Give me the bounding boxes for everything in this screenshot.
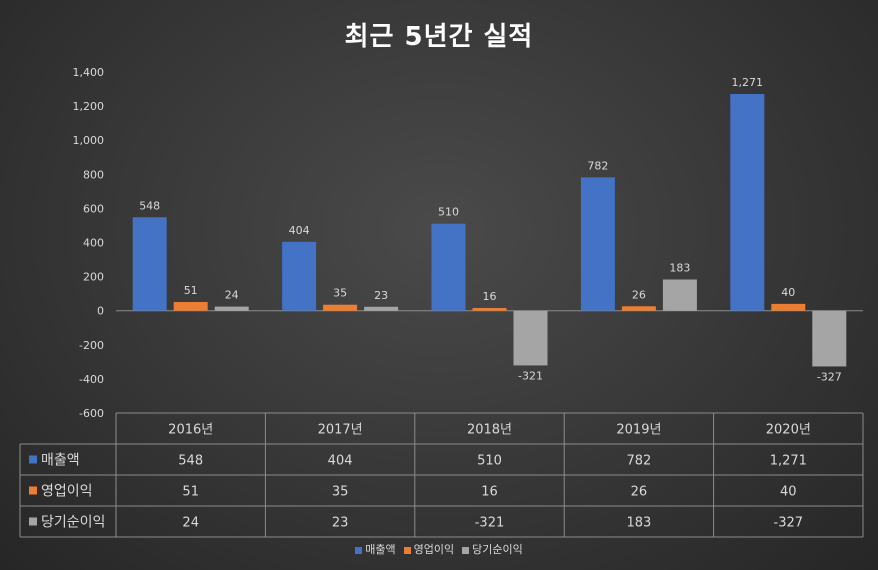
table-cell: 26 xyxy=(631,485,648,500)
bar-당기순이익-2018년 xyxy=(513,310,548,366)
y-tick-label: 1,200 xyxy=(73,100,105,113)
bar-당기순이익-2017년 xyxy=(364,306,399,311)
bar-영업이익-2016년 xyxy=(173,302,208,311)
data-label: 404 xyxy=(289,224,310,237)
bar-영업이익-2019년 xyxy=(621,306,656,311)
table-series-name: 당기순이익 xyxy=(41,515,105,531)
table-cell: 404 xyxy=(328,454,353,469)
legend-swatch xyxy=(355,546,363,554)
data-label: 35 xyxy=(333,287,347,300)
bar-당기순이익-2019년 xyxy=(662,279,697,311)
table-header-cell: 2018년 xyxy=(467,423,512,438)
bar-매출액-2016년 xyxy=(132,217,167,311)
table-cell: -327 xyxy=(774,516,804,531)
table-header-cell: 2016년 xyxy=(168,423,213,438)
y-tick-label: 800 xyxy=(83,168,104,181)
chart-legend: 매출액 영업이익 당기순이익 xyxy=(0,541,878,557)
table-cell: 548 xyxy=(178,454,203,469)
bar-매출액-2020년 xyxy=(730,93,765,311)
data-label: 16 xyxy=(483,290,497,303)
table-cell: 24 xyxy=(182,516,199,531)
table-cell: 40 xyxy=(780,485,797,500)
table-cell: 35 xyxy=(332,485,349,500)
legend-label: 영업이익 xyxy=(413,543,455,556)
y-tick-label: -400 xyxy=(79,373,104,386)
legend-label: 매출액 xyxy=(365,543,396,556)
y-tick-label: 1,000 xyxy=(73,134,105,147)
y-tick-label: 0 xyxy=(97,305,104,318)
data-label: 40 xyxy=(781,286,795,299)
bar-영업이익-2018년 xyxy=(472,307,507,311)
table-legend-key xyxy=(29,455,37,464)
table-cell: 16 xyxy=(481,485,498,500)
data-label: 183 xyxy=(669,261,690,274)
table-legend-key xyxy=(29,517,37,526)
data-label: -321 xyxy=(518,369,543,382)
data-label: 510 xyxy=(438,206,459,219)
table-cell: 183 xyxy=(626,516,651,531)
y-tick-label: 600 xyxy=(83,202,104,215)
table-series-name: 매출액 xyxy=(41,453,80,469)
data-label: 26 xyxy=(632,288,646,301)
data-label: 23 xyxy=(374,289,388,302)
legend-swatch xyxy=(462,546,470,554)
legend-swatch xyxy=(403,546,411,554)
table-cell: 510 xyxy=(477,454,502,469)
table-header-cell: 2020년 xyxy=(766,423,811,438)
table-cell: 51 xyxy=(182,485,199,500)
bar-매출액-2019년 xyxy=(580,177,615,311)
legend-item: 당기순이익 xyxy=(462,541,523,557)
table-legend-key xyxy=(29,486,37,495)
bar-매출액-2017년 xyxy=(282,241,317,311)
table-cell: 1,271 xyxy=(770,454,807,469)
table-cell: 782 xyxy=(626,454,651,469)
data-label: 782 xyxy=(587,159,608,172)
legend-item: 매출액 xyxy=(355,541,396,557)
bar-당기순이익-2020년 xyxy=(812,310,847,367)
legend-label: 당기순이익 xyxy=(472,543,523,556)
chart-title: 최근 5년간 실적 xyxy=(344,22,534,52)
data-label: 548 xyxy=(139,199,160,212)
y-tick-label: 1,400 xyxy=(73,66,105,79)
table-series-name: 영업이익 xyxy=(41,484,93,500)
legend-item: 영업이익 xyxy=(403,541,455,557)
bar-당기순이익-2016년 xyxy=(214,306,249,311)
data-label: -327 xyxy=(817,370,842,383)
bar-매출액-2018년 xyxy=(431,223,466,311)
y-tick-label: 400 xyxy=(83,237,104,250)
table-cell: -321 xyxy=(475,516,505,531)
bar-영업이익-2017년 xyxy=(323,304,358,311)
y-tick-label: -200 xyxy=(79,339,104,352)
data-label: 24 xyxy=(225,289,239,302)
y-tick-label: 200 xyxy=(83,271,104,284)
bar-영업이익-2020년 xyxy=(771,303,806,311)
table-cell: 23 xyxy=(332,516,349,531)
table-header-cell: 2019년 xyxy=(616,423,661,438)
data-label: 1,271 xyxy=(732,76,764,89)
table-header-cell: 2017년 xyxy=(318,423,363,438)
data-label: 51 xyxy=(184,284,198,297)
y-tick-label: -600 xyxy=(79,407,104,420)
